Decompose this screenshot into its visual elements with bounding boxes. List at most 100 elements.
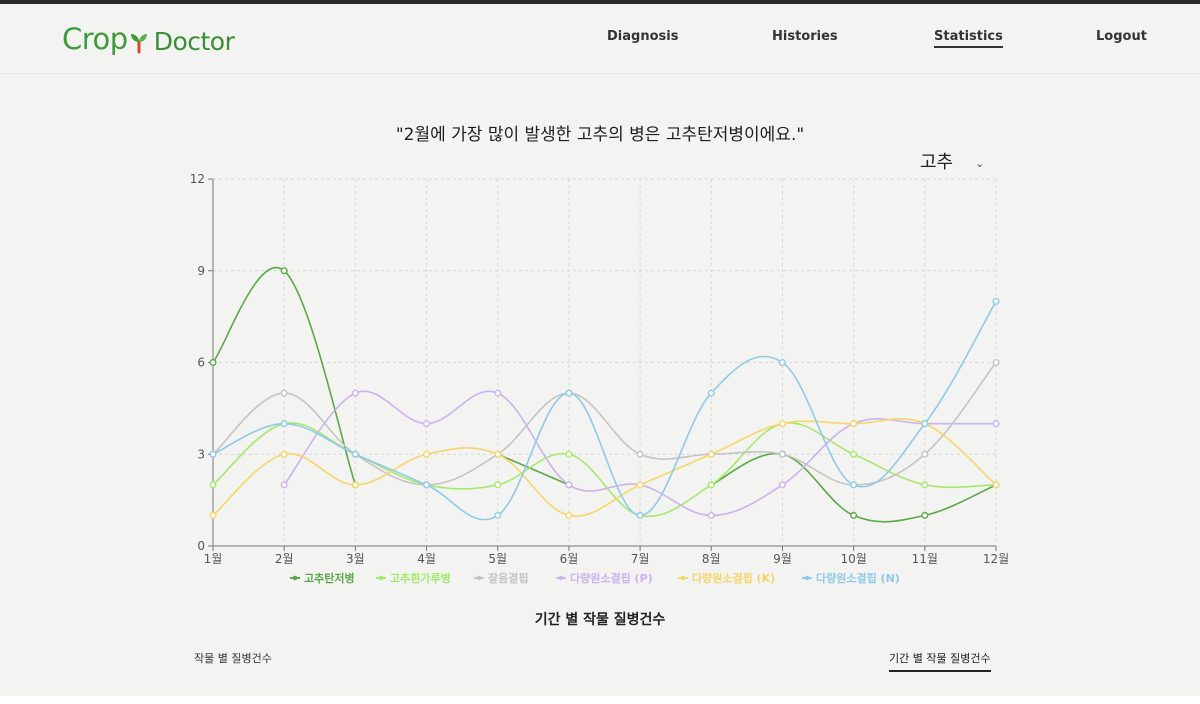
- series-line: [212, 417, 997, 517]
- legend-item-2: 잘음결핍: [474, 571, 528, 585]
- app-root: Crop Doctor Diagnosis Histories Statisti…: [0, 4, 1200, 696]
- series-line: [283, 390, 996, 517]
- series-line: [212, 300, 997, 521]
- data-point: [209, 359, 217, 367]
- legend-swatch-dot: [804, 575, 810, 581]
- x-tick-label: 9월: [773, 552, 792, 566]
- data-point: [992, 420, 1000, 428]
- data-point: [778, 481, 786, 489]
- data-point: [351, 389, 359, 397]
- y-tick-label: 6: [197, 356, 205, 370]
- data-point: [423, 481, 431, 489]
- data-point: [280, 450, 288, 458]
- chart-axes: 0 3 6 9 12 1월 2월 3월 4월 5월 6월 7월 8월 9월 10월 11월 12월: [190, 172, 1009, 566]
- legend-swatch-dot: [476, 575, 482, 581]
- legend-label: 고추흰가루병: [390, 571, 451, 585]
- legend-label: 다량원소결핍 (P): [570, 571, 653, 585]
- x-tick-label: 2월: [275, 552, 294, 566]
- window-top-bar: [0, 0, 1200, 4]
- legend-label: 고추탄저병: [304, 571, 355, 585]
- chevron-down-icon: ⌄: [975, 156, 985, 170]
- nav-logout[interactable]: Logout: [1096, 29, 1147, 44]
- data-point: [921, 481, 929, 489]
- data-point: [280, 481, 288, 489]
- data-point: [850, 450, 858, 458]
- logo-text-doctor: Doctor: [153, 27, 235, 56]
- data-point: [565, 481, 573, 489]
- legend-swatch-dot: [292, 575, 298, 581]
- data-point: [707, 481, 715, 489]
- x-tick-label: 3월: [346, 552, 365, 566]
- data-point: [707, 511, 715, 519]
- tab-by-period[interactable]: 기간 별 작물 질병건수: [889, 650, 991, 672]
- data-point: [992, 297, 1000, 305]
- data-point: [921, 511, 929, 519]
- data-point: [707, 389, 715, 397]
- nav-diagnosis[interactable]: Diagnosis: [607, 29, 679, 44]
- data-point: [351, 481, 359, 489]
- data-point: [565, 389, 573, 397]
- series-line: [212, 422, 997, 518]
- data-point: [636, 481, 644, 489]
- legend-item-1: 고추흰가루병: [376, 571, 451, 585]
- bottom-strip: [0, 696, 1200, 704]
- legend-item-4: 다량원소결핍 (K): [678, 571, 775, 585]
- series-line: [212, 266, 357, 486]
- data-point: [565, 450, 573, 458]
- data-point: [565, 511, 573, 519]
- legend-swatch-dot: [378, 575, 384, 581]
- data-point: [494, 450, 502, 458]
- chart-series: [209, 266, 1000, 523]
- statistics-headline: "2월에 가장 많이 발생한 고추의 병은 고추탄저병이에요.": [395, 125, 805, 145]
- data-point: [850, 481, 858, 489]
- x-tick-label: 11월: [912, 552, 938, 566]
- logo-text-crop: Crop: [62, 22, 128, 56]
- series-2: [209, 359, 1000, 489]
- crop-select[interactable]: 고추 ⌄: [920, 148, 984, 174]
- series-line: [212, 362, 997, 486]
- data-point: [209, 481, 217, 489]
- legend-label: 다량원소결핍 (N): [816, 571, 900, 585]
- logo[interactable]: Crop Doctor: [62, 22, 235, 56]
- series-1: [209, 420, 1000, 519]
- data-point: [494, 481, 502, 489]
- x-tick-label: 1월: [204, 552, 223, 566]
- nav-statistics[interactable]: Statistics: [934, 29, 1003, 48]
- x-tick-label: 6월: [560, 552, 579, 566]
- x-tick-label: 12월: [983, 552, 1009, 566]
- data-point: [423, 450, 431, 458]
- data-point: [636, 511, 644, 519]
- legend-item-3: 다량원소결핍 (P): [556, 571, 653, 585]
- data-point: [778, 450, 786, 458]
- crop-select-value: 고추: [920, 152, 954, 173]
- legend-label: 잘음결핍: [488, 571, 528, 585]
- y-tick-label: 9: [197, 264, 205, 278]
- legend-item-5: 다량원소결핍 (N): [802, 571, 900, 585]
- legend-item-0: 고추탄저병: [290, 571, 355, 585]
- nav-histories[interactable]: Histories: [772, 29, 838, 44]
- x-tick-label: 10월: [840, 552, 866, 566]
- data-point: [921, 420, 929, 428]
- y-tick-label: 0: [197, 539, 205, 553]
- legend-label: 다량원소결핍 (K): [692, 571, 775, 585]
- series-5: [209, 297, 1000, 521]
- x-tick-label: 8월: [702, 552, 721, 566]
- data-point: [992, 481, 1000, 489]
- x-tick-label: 5월: [488, 552, 507, 566]
- data-point: [992, 359, 1000, 367]
- legend-swatch-dot: [680, 575, 686, 581]
- chart-caption: 기간 별 작물 질병건수: [534, 612, 666, 628]
- data-point: [494, 511, 502, 519]
- chart-legend: 고추탄저병 고추흰가루병 잘음결핍 다량원소결핍 (P) 다량원소결핍 (K) 다량원소결…: [290, 571, 900, 585]
- data-point: [778, 359, 786, 367]
- data-point: [921, 450, 929, 458]
- series-line: [710, 452, 997, 523]
- data-point: [850, 420, 858, 428]
- sprout-icon: [130, 34, 147, 54]
- y-tick-label: 12: [190, 172, 205, 186]
- data-point: [636, 450, 644, 458]
- tab-by-crop[interactable]: 작물 별 질병건수: [194, 652, 272, 665]
- series-4: [209, 417, 1000, 519]
- data-point: [423, 420, 431, 428]
